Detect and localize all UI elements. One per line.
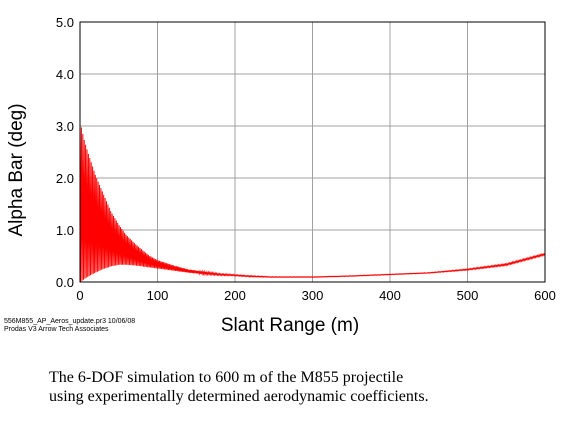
y-axis-label: Alpha Bar (deg) <box>6 103 27 236</box>
x-tick-label: 400 <box>379 288 401 303</box>
x-tick-label: 200 <box>224 288 246 303</box>
y-tick-label: 4.0 <box>56 67 74 82</box>
y-tick-label: 5.0 <box>56 15 74 30</box>
caption-line-1: The 6-DOF simulation to 600 m of the M85… <box>49 369 404 386</box>
x-tick-labels: 0 100 200 300 400 500 600 <box>76 288 555 303</box>
y-tick-label: 0.0 <box>56 275 74 290</box>
grid <box>80 22 545 282</box>
chart: 0 100 200 300 400 500 600 0.0 1.0 2.0 3.0 4.0 5.0 S… <box>6 15 556 336</box>
x-tick-label: 0 <box>76 288 83 303</box>
y-tick-label: 2.0 <box>56 171 74 186</box>
footnote-source: Prodas V3 Arrow Tech Associates <box>4 326 109 333</box>
y-tick-labels: 0.0 1.0 2.0 3.0 4.0 5.0 <box>56 15 74 290</box>
x-tick-label: 500 <box>457 288 479 303</box>
caption-line-2: using experimentally determined aerodyna… <box>49 388 429 405</box>
footnote-file: 556M855_AP_Aeros_update.pr3 10/06/08 <box>4 318 136 325</box>
x-axis-label: Slant Range (m) <box>221 315 359 336</box>
series-line <box>79 120 545 282</box>
x-tick-label: 100 <box>147 288 169 303</box>
plot-area <box>79 120 545 282</box>
y-tick-label: 1.0 <box>56 223 74 238</box>
x-tick-label: 600 <box>534 288 556 303</box>
y-tick-label: 3.0 <box>56 119 74 134</box>
plot-frame <box>79 21 546 283</box>
x-tick-label: 300 <box>302 288 324 303</box>
